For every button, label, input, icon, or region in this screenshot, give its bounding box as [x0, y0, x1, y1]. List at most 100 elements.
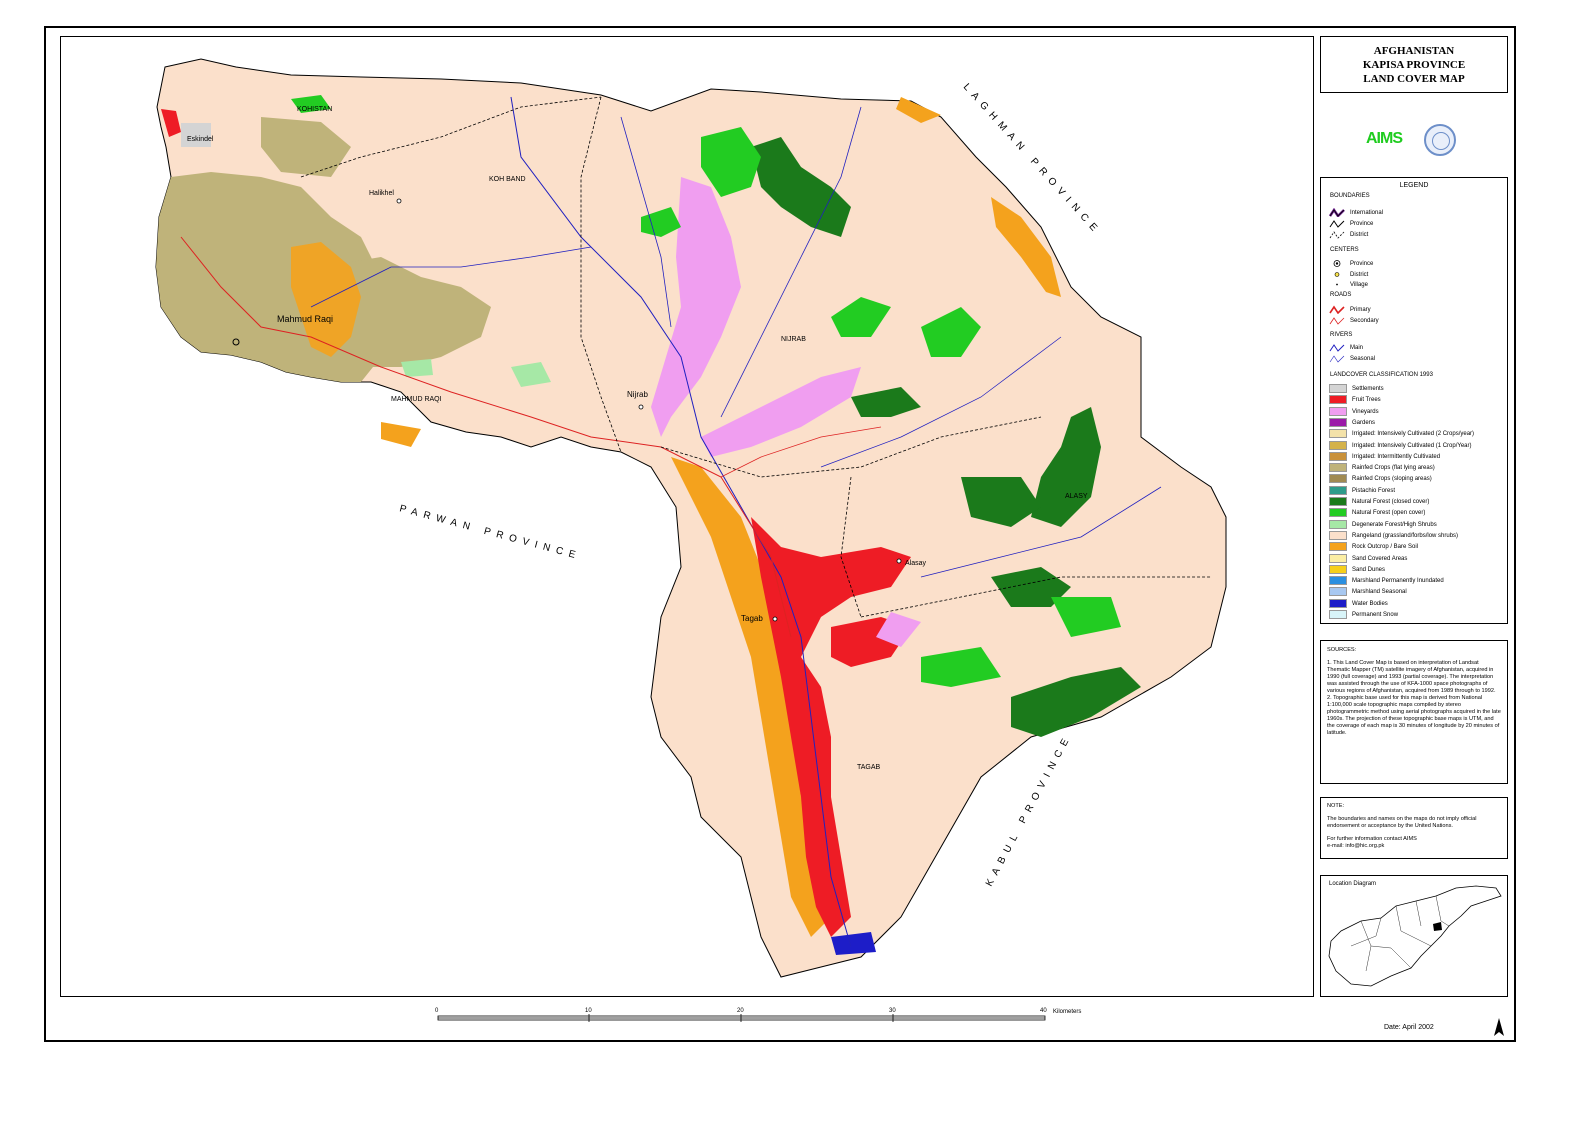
note-panel: NOTE: The boundaries and names on the ma…	[1320, 797, 1508, 859]
forest-closed-mid	[851, 387, 921, 417]
scale-unit: Kilometers	[1053, 1009, 1082, 1015]
map-date: Date: April 2002	[1384, 1024, 1434, 1031]
center-label-eskindel: Eskindel	[187, 136, 214, 143]
scale-bar: 0 10 20 30 40 Kilometers	[435, 1008, 1097, 1037]
degenerate-forest-2	[401, 359, 433, 377]
legend-item-landcover: Rangeland (grassland/forbs/low shrubs)	[1329, 530, 1459, 540]
legend-item-landcover: Fruit Trees	[1329, 395, 1381, 405]
district-center-alasay	[896, 558, 902, 564]
north-arrow-icon	[1493, 1018, 1505, 1043]
legend-item-primary-road: Primary	[1329, 305, 1371, 314]
legend-item-province-boundary: Province	[1329, 219, 1373, 228]
landcover-swatch	[1329, 610, 1347, 619]
province-boundary-icon	[1329, 220, 1345, 228]
landcover-label: Pistachio Forest	[1352, 487, 1396, 494]
landcover-label: Rainfed Crops (flat lying areas)	[1352, 465, 1435, 472]
district-label-kohistan: KOHISTAN	[297, 106, 332, 113]
landcover-label: Irrigated: Intensively Cultivated (2 Cro…	[1352, 431, 1475, 438]
legend: LEGEND BOUNDARIES International Province…	[1320, 177, 1508, 624]
afghanistan-outline	[1328, 885, 1502, 987]
legend-item-landcover: Rock Outcrop / Bare Soil	[1329, 542, 1419, 552]
legend-item-landcover: Irrigated: Intermittently Cultivated	[1329, 451, 1440, 461]
forest-closed-alasy	[1031, 407, 1101, 527]
scale-tick-20: 20	[737, 1008, 744, 1014]
note-contact: For further information contact AIMS	[1327, 836, 1417, 842]
legend-item-landcover: Sand Covered Areas	[1329, 553, 1407, 563]
legend-item-international: International	[1329, 208, 1383, 217]
kapisa-location-marker	[1433, 922, 1442, 931]
landcover-swatch	[1329, 508, 1347, 518]
district-center-tagab	[772, 616, 778, 622]
legend-item-landcover: Pistachio Forest	[1329, 485, 1396, 495]
river-se	[920, 486, 1162, 578]
sources-paragraph-2: 2. Topographic base used for this map is…	[1327, 695, 1501, 736]
landcover-label: Rangeland (grassland/forbs/low shrubs)	[1352, 532, 1459, 539]
landcover-swatch	[1329, 530, 1347, 540]
river-west	[310, 246, 592, 308]
landcover-label: Marshland Permanently Inundated	[1352, 578, 1444, 585]
location-diagram-label: Location Diagram	[1329, 881, 1377, 887]
landcover-label: Rock Outcrop / Bare Soil	[1352, 544, 1419, 551]
landcover-label: Natural Forest (open cover)	[1352, 510, 1426, 517]
forest-closed-nijrab	[751, 137, 851, 237]
legend-item-landcover: Gardens	[1329, 417, 1375, 427]
legend-item-village: Village	[1329, 280, 1368, 289]
landcover-label: Natural Forest (closed cover)	[1352, 499, 1430, 506]
legend-item-landcover: Water Bodies	[1329, 598, 1388, 608]
title-line-3: LAND COVER MAP	[1363, 73, 1465, 85]
landcover-swatch	[1329, 440, 1347, 450]
legend-item-district-center: District	[1329, 270, 1368, 279]
district-label-nijrab: NIJRAB	[781, 336, 806, 343]
district-boundary-2	[580, 96, 622, 453]
landcover-swatch	[1329, 564, 1347, 574]
landcover-swatch	[1329, 384, 1347, 393]
note-text: The boundaries and names on the maps do …	[1327, 816, 1477, 829]
forest-open-east-1	[831, 297, 891, 337]
scale-bar-graphic	[437, 1014, 1046, 1022]
sources-heading: SOURCES:	[1327, 647, 1357, 653]
legend-item-landcover: Marshland Seasonal	[1329, 587, 1407, 597]
landcover-swatch	[1329, 553, 1347, 563]
location-diagram: Location Diagram	[1320, 875, 1508, 997]
primary-road-icon	[1329, 305, 1345, 314]
district-center-nijrab	[638, 404, 644, 410]
legend-item-main-river: Main	[1329, 343, 1363, 352]
legend-landcover-heading: LANDCOVER CLASSIFICATION 1993	[1330, 372, 1433, 378]
river-tributary-e	[820, 336, 1062, 468]
rock-outcrop-tagab	[671, 457, 831, 937]
province-center-icon	[1333, 260, 1341, 267]
legend-item-landcover: Vineyards	[1329, 406, 1379, 416]
legend-item-landcover: Sand Dunes	[1329, 564, 1386, 574]
map-area[interactable]: KOHISTAN KOH BAND NIJRAB MAHMUD RAQI ALA…	[60, 36, 1314, 997]
legend-rivers-heading: RIVERS	[1330, 332, 1353, 338]
forest-closed-south	[1011, 667, 1141, 737]
district-boundary-1	[300, 96, 602, 178]
center-label-alasay: Alasay	[905, 560, 927, 567]
note-email[interactable]: e-mail: info@hic.org.pk	[1327, 843, 1385, 849]
fruit-trees-nw	[161, 109, 181, 137]
scale-tick-30: 30	[889, 1008, 896, 1014]
title-line-2: KAPISA PROVINCE	[1362, 59, 1466, 71]
secondary-road-icon	[1329, 317, 1345, 325]
sources-paragraph-1: 1. This Land Cover Map is based on inter…	[1327, 660, 1496, 694]
landcover-swatch	[1329, 474, 1347, 484]
district-label-alasy: ALASY	[1065, 493, 1088, 500]
legend-item-landcover: Natural Forest (closed cover)	[1329, 497, 1429, 506]
legend-item-landcover: Rainfed Crops (sloping areas)	[1329, 474, 1432, 484]
vineyards-central-valley	[651, 177, 741, 437]
landcover-swatch	[1329, 485, 1347, 495]
legend-heading: LEGEND	[1399, 182, 1429, 189]
neighbor-label-parwan: PARWAN PROVINCE	[398, 503, 582, 562]
landcover-label: Irrigated: Intensively Cultivated (1 Cro…	[1352, 442, 1472, 449]
landcover-label: Permanent Snow	[1352, 612, 1399, 619]
landcover-label: Marshland Seasonal	[1352, 589, 1407, 596]
rock-outcrop-ne	[896, 97, 941, 123]
rock-outcrop-east-edge	[991, 197, 1061, 297]
legend-item-landcover: Permanent Snow	[1329, 610, 1398, 619]
legend-item-landcover: Rainfed Crops (flat lying areas)	[1329, 463, 1435, 473]
river-east	[720, 106, 862, 418]
un-emblem-icon	[1424, 124, 1456, 156]
landcover-label: Fruit Trees	[1352, 397, 1381, 404]
landcover-label: Sand Dunes	[1352, 566, 1386, 573]
vineyards-tagab-east	[876, 612, 921, 647]
